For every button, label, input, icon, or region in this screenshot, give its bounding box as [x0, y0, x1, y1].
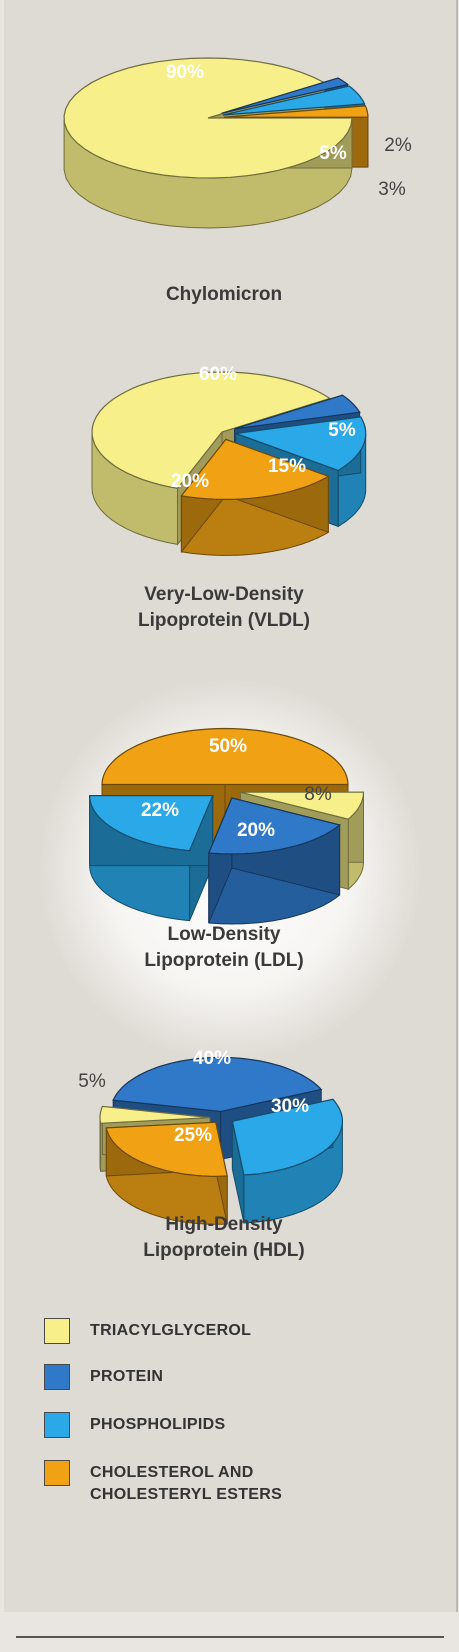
legend-label-cholesterol: CHOLESTEROL AND CHOLESTERYL ESTERS: [90, 1464, 283, 1503]
pie-slice-protein: [112, 1056, 323, 1113]
pie-slice-cholesterol: [105, 1121, 228, 1177]
chart-title-line: Low-Density: [168, 924, 281, 945]
legend-item-phospholipids: PHOSPHOLIPIDS: [44, 1412, 225, 1438]
legend-swatch-triacylglycerol: [44, 1318, 70, 1344]
slice-label-protein: 40%: [193, 1048, 231, 1069]
slice-label-cholesterol: 20%: [171, 471, 209, 492]
pie-slice-triacylglycerol: [63, 57, 353, 179]
slice-label-phospholipids: 22%: [141, 800, 179, 821]
chart-title-line: Lipoprotein (HDL): [143, 1240, 304, 1261]
legend-label-triacylglycerol: TRIACYLGLYCEROL: [90, 1322, 252, 1339]
slice-label-triacylglycerol: 5%: [78, 1071, 106, 1092]
lipoprotein-pie-charts: 90% 2% 5% 3% Chylomicron 60% 5% 15% 20% Very-Low-…: [63, 57, 412, 1261]
slice-label-protein: 5%: [328, 420, 356, 441]
pie-slice-protein: [221, 77, 349, 114]
slice-label-triacylglycerol: 8%: [304, 784, 332, 805]
bottom-rule: [16, 1636, 444, 1638]
chart-title-line: Lipoprotein (VLDL): [138, 610, 310, 631]
pie-slice-cholesterol: [101, 727, 349, 786]
chart-title-line: Very-Low-Density: [144, 584, 304, 605]
legend-label-phospholipids: PHOSPHOLIPIDS: [90, 1416, 226, 1433]
pie-slice-phospholipids: [231, 1098, 343, 1176]
slice-label-triacylglycerol: 90%: [166, 62, 204, 83]
chart-title-line: Lipoprotein (LDL): [144, 950, 303, 971]
legend-swatch-protein: [44, 1364, 70, 1390]
pie-slice-triacylglycerol: [240, 791, 365, 820]
legend-item-cholesterol: CHOLESTEROL AND CHOLESTERYL ESTERS: [44, 1460, 282, 1506]
legend-label-protein: PROTEIN: [90, 1368, 164, 1385]
pie-slice-protein: [234, 394, 361, 430]
slice-label-cholesterol: 25%: [174, 1125, 212, 1146]
slice-label-protein: 2%: [384, 135, 412, 156]
legend-item-protein: PROTEIN: [44, 1364, 163, 1390]
chart-title-line: Chylomicron: [166, 284, 282, 305]
pie-slice-cholesterol: [180, 438, 330, 500]
chart-title-line: High-Density: [165, 1214, 283, 1235]
legend-swatch-phospholipids: [44, 1412, 70, 1438]
pie-slice-phospholipids: [89, 794, 214, 852]
slice-label-cholesterol: 50%: [209, 736, 247, 757]
slice-label-triacylglycerol: 60%: [199, 364, 237, 385]
pie-chart-1: 90% 2% 5% 3% Chylomicron: [63, 57, 412, 305]
pie-slice-triacylglycerol: [91, 371, 332, 490]
slice-label-cholesterol: 3%: [378, 179, 406, 200]
legend-item-triacylglycerol: TRIACYLGLYCEROL: [44, 1318, 251, 1344]
pie-slice-phospholipids: [222, 85, 366, 116]
pie-slice-phospholipids: [235, 416, 367, 472]
legend-swatch-cholesterol: [44, 1460, 70, 1486]
pie-slice-cholesterol: [223, 105, 369, 118]
pie-slice-protein: [207, 797, 341, 855]
slice-label-phospholipids: 5%: [319, 143, 347, 164]
slice-label-phospholipids: 30%: [271, 1096, 309, 1117]
slice-label-protein: 20%: [237, 820, 275, 841]
pie-slice-triacylglycerol: [99, 1105, 211, 1124]
pie-chart-3: 50% 8% 20% 22% Low-Density Lipoprotein (LDL): [89, 727, 365, 971]
pie-chart-2: 60% 5% 15% 20% Very-Low-Density Lipoprotein (…: [91, 364, 367, 631]
slice-label-phospholipids: 15%: [268, 456, 306, 477]
pie-chart-4: 40% 30% 25% 5% High-Density Lipoprotein (HDL): [78, 1048, 343, 1261]
